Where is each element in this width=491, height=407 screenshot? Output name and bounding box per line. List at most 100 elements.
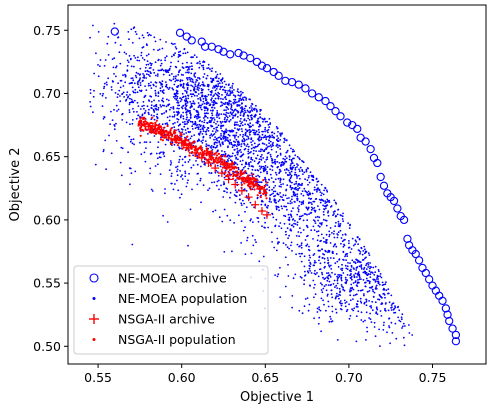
ne-moea-population-point (408, 324, 410, 326)
ne-moea-population-point (306, 179, 309, 182)
ne-moea-population-point (206, 74, 209, 77)
ne-moea-population-point (149, 167, 152, 170)
ne-moea-population-point (256, 145, 259, 148)
ne-moea-population-point (113, 22, 116, 25)
ne-moea-population-point (341, 215, 344, 218)
ne-moea-population-point (183, 48, 186, 51)
ne-moea-population-point (131, 142, 134, 145)
nsga2-population-point (212, 156, 215, 159)
ne-moea-population-point (351, 287, 353, 290)
ne-moea-population-point (120, 174, 123, 177)
ne-moea-population-point (275, 205, 278, 208)
ne-moea-population-point (290, 216, 293, 218)
nsga2-archive-point (137, 119, 146, 128)
ne-moea-population-point (278, 225, 280, 228)
ne-moea-population-point (268, 136, 271, 139)
ne-moea-population-point (226, 139, 228, 142)
ne-moea-population-point (326, 198, 329, 201)
nsga2-archive-point (237, 186, 246, 195)
ne-moea-population-point (288, 197, 290, 199)
ne-moea-population-point (143, 141, 146, 144)
ne-moea-population-point (197, 138, 200, 141)
ne-moea-population-point (124, 73, 126, 76)
nsga2-population-point (249, 188, 252, 191)
ne-moea-population-point (324, 265, 326, 268)
ne-moea-population-point (344, 253, 347, 256)
nsga2-population-point (200, 148, 203, 151)
ne-moea-population-point (232, 102, 235, 104)
ne-moea-population-point (244, 111, 247, 114)
ne-moea-population-point (131, 82, 133, 84)
ne-moea-population-point (297, 207, 299, 209)
nsga2-population-point (265, 191, 268, 195)
ne-moea-population-point (120, 146, 123, 149)
nsga2-population-point (217, 152, 220, 155)
ne-moea-population-point (367, 252, 370, 255)
ne-moea-population-point (383, 288, 386, 291)
ne-moea-population-point (158, 69, 161, 72)
ne-moea-population-point (206, 127, 209, 129)
ne-moea-population-point (189, 89, 192, 92)
ne-moea-population-point (194, 90, 197, 93)
ne-moea-population-point (292, 225, 295, 228)
ne-moea-population-point (177, 189, 180, 192)
ne-moea-population-point (217, 114, 220, 117)
ne-moea-population-point (176, 168, 179, 171)
ne-moea-population-point (269, 122, 272, 124)
ne-moea-population-point (251, 129, 254, 132)
nsga2-population-point (226, 162, 229, 165)
nsga2-population-point (247, 174, 250, 177)
ne-moea-population-point (149, 84, 152, 87)
ne-moea-population-point (216, 144, 219, 147)
ne-moea-population-point (332, 252, 334, 255)
ne-moea-population-point (89, 88, 92, 91)
ne-moea-population-point (167, 69, 170, 72)
ne-moea-population-point (365, 271, 367, 274)
ne-moea-population-point (401, 327, 403, 329)
ne-moea-population-point (237, 111, 239, 114)
ne-moea-population-point (299, 166, 302, 169)
ne-moea-population-point (222, 196, 225, 198)
ne-moea-population-point (300, 242, 303, 245)
ne-moea-population-point (215, 75, 218, 78)
nsga2-population-point (194, 146, 197, 149)
ne-moea-population-point (184, 52, 187, 55)
ne-moea-population-point (273, 246, 276, 249)
ne-moea-population-point (245, 206, 248, 209)
ne-moea-population-point (365, 311, 368, 314)
ne-moea-population-point (189, 111, 191, 114)
ne-moea-population-point (127, 31, 130, 33)
ne-moea-population-point (95, 52, 97, 55)
ne-moea-population-point (309, 261, 311, 264)
ne-moea-population-point (187, 71, 190, 74)
ne-moea-population-point (157, 141, 160, 144)
ne-moea-population-point (199, 177, 202, 180)
ne-moea-population-point (197, 98, 200, 100)
ne-moea-population-point (343, 299, 346, 302)
ne-moea-population-point (260, 181, 263, 184)
ne-moea-population-point (221, 82, 224, 84)
ne-moea-population-point (236, 163, 239, 166)
ne-moea-population-point (171, 55, 173, 58)
ne-moea-population-point (240, 202, 243, 205)
ne-moea-population-point (329, 242, 332, 244)
ne-moea-population-point (364, 248, 366, 251)
ne-moea-population-point (232, 111, 235, 114)
ne-moea-population-point (318, 256, 321, 259)
ne-moea-population-point (306, 213, 308, 216)
ne-moea-population-point (217, 85, 220, 87)
ne-moea-population-point (177, 128, 180, 131)
nsga2-population-point (240, 170, 243, 173)
ne-moea-archive-point (257, 61, 267, 70)
ne-moea-population-point (150, 34, 152, 37)
ne-moea-population-point (175, 111, 178, 113)
ne-moea-population-point (326, 279, 329, 282)
ne-moea-population-point (213, 94, 216, 96)
ne-moea-population-point (214, 209, 217, 212)
nsga2-population-point (247, 176, 250, 179)
ne-moea-population-point (177, 73, 180, 76)
ne-moea-population-point (146, 105, 149, 108)
ne-moea-population-point (283, 214, 285, 217)
ne-moea-population-point (266, 207, 269, 209)
ne-moea-population-point (308, 181, 311, 184)
